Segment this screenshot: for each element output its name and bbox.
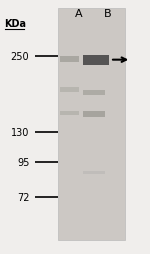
Bar <box>83 172 105 175</box>
Text: B: B <box>104 9 112 19</box>
Bar <box>83 112 105 117</box>
Text: 250: 250 <box>11 52 29 62</box>
Bar <box>58 9 125 240</box>
Bar <box>60 88 79 93</box>
Bar <box>60 111 79 116</box>
Text: 130: 130 <box>11 127 29 137</box>
Text: 72: 72 <box>17 192 29 202</box>
Bar <box>83 55 109 66</box>
Text: A: A <box>75 9 82 19</box>
Bar <box>83 91 105 96</box>
Text: 95: 95 <box>17 157 29 167</box>
Bar <box>60 57 79 63</box>
Text: KDa: KDa <box>4 19 26 29</box>
